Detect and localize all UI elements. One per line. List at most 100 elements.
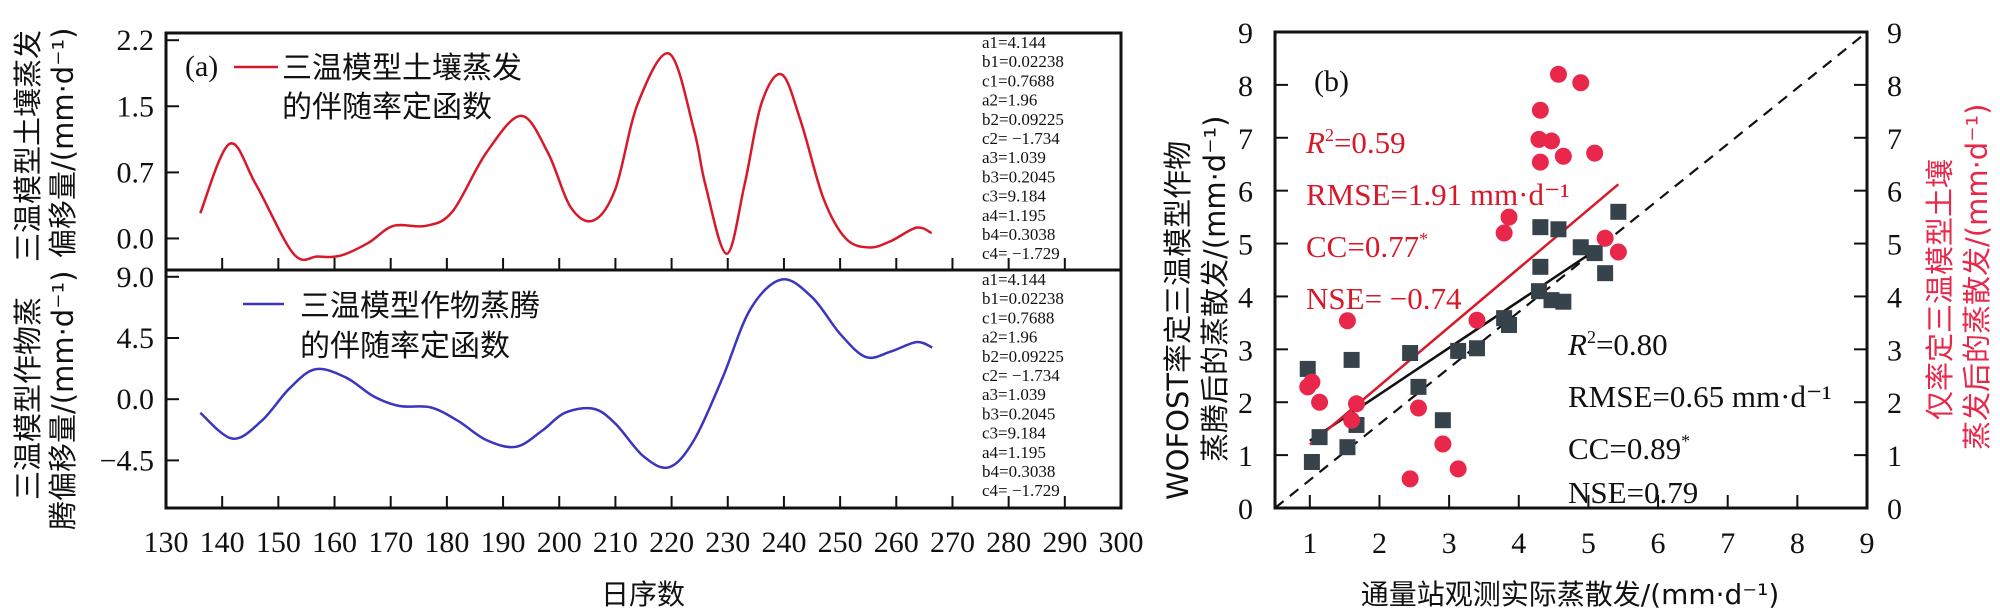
- soil-legend-line1: 三温模型土壤蒸发: [282, 51, 522, 86]
- soil-only-point: [1468, 311, 1486, 329]
- soil-only-point: [1554, 147, 1572, 165]
- param-text: b1=0.02238: [982, 52, 1064, 71]
- y-tick-label-right: 2: [1887, 387, 1902, 420]
- soil-only-point: [1542, 132, 1560, 150]
- y-tick-label: 2.2: [117, 24, 155, 57]
- x-tick-label: 250: [818, 526, 863, 559]
- y-tick-label: 0.0: [117, 222, 155, 255]
- x-tick-label: 2: [1372, 527, 1387, 560]
- x-tick-label: 140: [200, 526, 245, 559]
- param-text: a2=1.96: [982, 91, 1037, 110]
- x-tick-label: 6: [1651, 527, 1666, 560]
- param-text: a2=1.96: [982, 328, 1037, 347]
- soil-evaporation-curve: [199, 52, 933, 262]
- wofost-point: [1572, 239, 1589, 256]
- y-tick-label-left: 0: [1238, 493, 1253, 526]
- param-text: b3=0.2045: [982, 404, 1055, 423]
- param-text: c2= −1.734: [982, 366, 1060, 385]
- x-tick-label: 4: [1511, 527, 1526, 560]
- soil-only-point: [1609, 243, 1627, 261]
- soil-only-point: [1347, 395, 1365, 413]
- y-tick-label-right: 8: [1887, 70, 1902, 103]
- soil-only-point: [1495, 224, 1513, 242]
- lower-ylabel-line1: 三温模型作物蒸: [11, 297, 45, 500]
- wofost-point: [1468, 340, 1485, 357]
- param-text: b4=0.3038: [982, 225, 1055, 244]
- x-tick-label: 180: [424, 526, 469, 559]
- y-tick-label-right: 1: [1887, 440, 1902, 473]
- wofost-point: [1339, 439, 1356, 456]
- y-tick-label-right: 5: [1887, 229, 1902, 262]
- x-tick-label: 160: [312, 526, 357, 559]
- panel-b-y-ticks: 0 0 1 1 2 2 3 3 4 4 5 5 6 6 7 7 8 8 9 9: [1238, 17, 1902, 526]
- soil-only-point: [1500, 208, 1518, 226]
- wofost-cc: CC=0.89*: [1568, 431, 1690, 466]
- y-tick-label-left: 2: [1238, 387, 1253, 420]
- upper-ylabel-line1: 三温模型土壤蒸发: [11, 30, 45, 262]
- soil-only-point: [1531, 153, 1549, 171]
- wofost-point: [1343, 351, 1360, 368]
- y-tick-label: 1.5: [117, 90, 155, 123]
- param-text: a4=1.195: [982, 443, 1046, 462]
- wofost-point: [1532, 219, 1549, 236]
- soil-only-r2: R2=0.59: [1305, 125, 1406, 160]
- param-text: c1=0.7688: [982, 71, 1054, 90]
- one-to-one-line: [1274, 31, 1868, 509]
- soil-only-point: [1586, 144, 1604, 162]
- param-text: b3=0.2045: [982, 167, 1055, 186]
- wofost-point: [1299, 360, 1316, 377]
- wofost-point: [1555, 293, 1572, 310]
- y-tick-label-right: 4: [1887, 281, 1902, 314]
- wofost-point: [1610, 203, 1627, 220]
- panel-b-label: (b): [1314, 65, 1349, 98]
- y-tick-label-left: 6: [1238, 176, 1253, 209]
- soil-only-point: [1401, 470, 1419, 488]
- param-text: b4=0.3038: [982, 462, 1055, 481]
- soil-only-point: [1530, 130, 1548, 148]
- param-text: c3=9.184: [982, 424, 1046, 443]
- y-tick-label-left: 9: [1238, 17, 1253, 50]
- param-text: a3=1.039: [982, 385, 1046, 404]
- x-tick-label: 280: [986, 526, 1031, 559]
- x-tick-label: 7: [1720, 527, 1735, 560]
- soil-only-stats: R2=0.59 RMSE=1.91 mm·d⁻¹ CC=0.77* NSE= −…: [1305, 125, 1570, 316]
- x-tick-label: 260: [874, 526, 919, 559]
- x-tick-label: 3: [1442, 527, 1457, 560]
- soil-only-point: [1338, 312, 1356, 330]
- panel-a-x-ticks: 130 140 150 160 170 180 190 200 210 220 230 240 250 2…: [144, 258, 1144, 559]
- y-tick-label: 0.0: [117, 383, 155, 416]
- lower-y-ticks: 9.0 4.5 0.0 −4.5: [100, 261, 179, 477]
- wofost-nse: NSE=0.79: [1568, 475, 1698, 510]
- wofost-point: [1303, 453, 1320, 470]
- x-tick-label: 130: [144, 526, 189, 559]
- soil-only-cc: CC=0.77*: [1306, 229, 1428, 264]
- param-text: a4=1.195: [982, 206, 1046, 225]
- crop-legend-line2: 的伴随率定函数: [300, 329, 510, 364]
- panel-b-right-ylabel-line1: 仅率定三温模型土壤: [1923, 159, 1957, 420]
- upper-y-ticks: 2.2 1.5 0.7 0.0: [117, 24, 179, 255]
- wofost-point: [1311, 429, 1328, 446]
- x-tick-label: 270: [930, 526, 975, 559]
- y-tick-label-right: 0: [1887, 493, 1902, 526]
- y-tick-label-left: 7: [1238, 123, 1253, 156]
- soil-only-point: [1549, 65, 1567, 83]
- x-tick-label: 1: [1302, 527, 1317, 560]
- wofost-point: [1434, 412, 1451, 429]
- param-text: b2=0.09225: [982, 110, 1064, 129]
- x-tick-label: 8: [1790, 527, 1805, 560]
- wofost-point: [1586, 245, 1603, 262]
- y-tick-label: −4.5: [100, 444, 154, 477]
- soil-only-point: [1409, 399, 1427, 417]
- y-tick-label-left: 4: [1238, 281, 1253, 314]
- param-text: c3=9.184: [982, 187, 1046, 206]
- x-tick-label: 300: [1099, 526, 1144, 559]
- y-tick-label: 9.0: [117, 261, 155, 294]
- crop-legend-line1: 三温模型作物蒸腾: [300, 289, 540, 324]
- wofost-r2: R2=0.80: [1567, 327, 1668, 362]
- wofost-point: [1532, 258, 1549, 275]
- wofost-rmse: RMSE=0.65 mm·d⁻¹: [1568, 379, 1832, 414]
- panel-b-x-ticks: 1 2 3 4 5 6 7 8 9: [1302, 495, 1875, 560]
- y-tick-label-right: 7: [1887, 123, 1902, 156]
- y-tick-label-left: 1: [1238, 440, 1253, 473]
- y-tick-label-left: 8: [1238, 70, 1253, 103]
